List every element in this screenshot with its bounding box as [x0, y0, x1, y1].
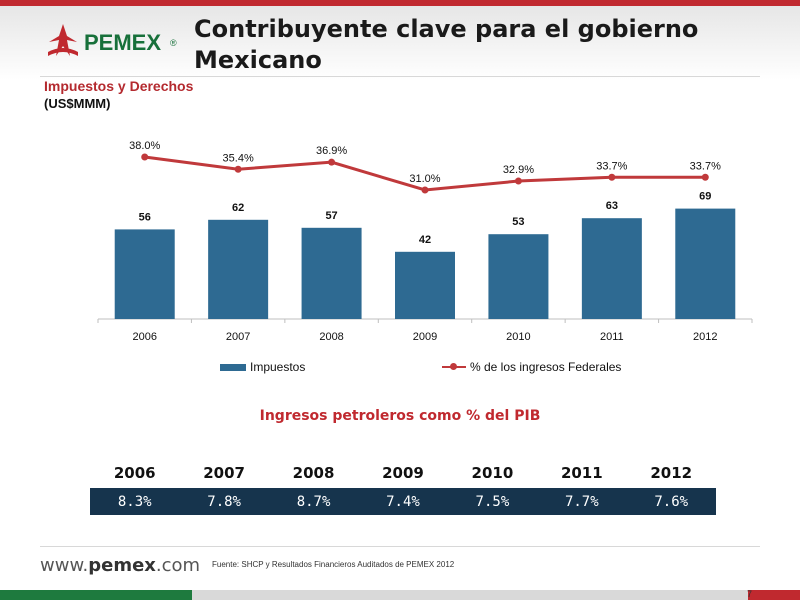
line-value-label-2010: 32.9%	[503, 164, 534, 176]
line-point-2009	[421, 186, 429, 194]
bar-2012	[675, 208, 736, 319]
x-tick-label-2009: 2009	[413, 331, 437, 343]
bar-value-label-2006: 56	[139, 211, 151, 223]
line-value-label-2011: 33.7%	[596, 160, 627, 172]
bar-value-label-2012: 69	[699, 191, 711, 203]
bottom-band	[0, 590, 800, 600]
legend-line-swatch	[442, 363, 466, 370]
bar-2010	[488, 234, 549, 319]
pib-year: 2012	[650, 464, 693, 482]
bar-value-label-2007: 62	[232, 202, 244, 214]
pemex-logo: PEMEX ®	[44, 22, 184, 64]
legend-label-ingresos: % de los ingresos Federales	[470, 360, 622, 374]
header-background	[0, 6, 800, 80]
bar-value-label-2010: 53	[512, 216, 524, 228]
line-point-2007	[234, 165, 242, 173]
source-note: Fuente: SHCP y Resultados Financieros Au…	[212, 560, 455, 569]
bar-2007	[208, 219, 269, 319]
website-prefix: www.	[40, 555, 89, 576]
line-point-2012	[701, 173, 709, 181]
line-point-2008	[328, 158, 336, 166]
title-divider	[40, 76, 760, 77]
website-link[interactable]: www.pemex.com	[40, 555, 200, 576]
pib-year: 2008	[292, 464, 335, 482]
pib-year: 2009	[382, 464, 424, 482]
line-point-2006	[141, 153, 149, 161]
chart-units: (US$MMM)	[44, 96, 111, 111]
bottom-band-green	[0, 590, 192, 600]
x-tick-label-2012: 2012	[693, 331, 717, 343]
pib-value: 7.7%	[564, 493, 599, 510]
line-value-label-2007: 35.4%	[223, 152, 254, 164]
bar-2009	[395, 251, 455, 319]
bar-2008	[301, 227, 362, 319]
bar-value-label-2009: 42	[419, 234, 431, 246]
line-value-label-2008: 36.9%	[316, 145, 347, 157]
pib-value: 8.3%	[117, 493, 152, 510]
line-value-label-2006: 38.0%	[129, 140, 160, 152]
x-tick-label-2011: 2011	[600, 331, 624, 343]
legend-item-ingresos: % de los ingresos Federales	[442, 360, 621, 374]
chart-labels: 56 2006 38.0% 62 2007 35.4% 57 2008 36.9% 42 2009 3…	[129, 140, 721, 343]
pib-value: 8.7%	[296, 493, 331, 510]
legend-label-impuestos: Impuestos	[250, 360, 306, 374]
pib-year-row: 2006 2007 2008 2009 2010 2011 2012	[90, 464, 716, 482]
legend-item-impuestos: Impuestos	[220, 360, 305, 374]
pib-year: 2010	[471, 464, 514, 482]
bar-2006	[114, 229, 175, 319]
page-number: 7	[746, 589, 752, 599]
footer-divider	[40, 546, 760, 547]
pib-value-row: 8.3% 7.8% 8.7% 7.4% 7.5% 7.7% 7.6%	[90, 488, 716, 515]
pib-year: 2007	[203, 464, 245, 482]
x-tick-label-2010: 2010	[506, 331, 530, 343]
legend-bar-swatch	[220, 363, 246, 371]
pib-value: 7.8%	[207, 493, 241, 510]
line-value-label-2012: 33.7%	[690, 160, 721, 172]
bar-value-label-2011: 63	[606, 200, 618, 212]
x-tick-label-2008: 2008	[319, 331, 343, 343]
bar-series	[97, 208, 753, 323]
line-value-label-2009: 31.0%	[409, 173, 440, 185]
chart-title: Impuestos y Derechos	[44, 78, 194, 94]
logo-registered-mark: ®	[170, 38, 177, 48]
bottom-band-grey	[192, 590, 748, 600]
taxes-chart: 56 2006 38.0% 62 2007 35.4% 57 2008 36.9% 42 2009 3…	[97, 140, 753, 343]
line-series	[141, 153, 709, 194]
slide-title: Contribuyente clave para el gobierno Mex…	[194, 15, 699, 74]
bar-value-label-2008: 57	[325, 210, 337, 222]
pemex-eagle-icon	[48, 24, 78, 56]
line-point-2011	[608, 173, 616, 181]
top-accent-band	[0, 0, 800, 6]
pib-year: 2011	[560, 464, 603, 482]
pib-value: 7.5%	[475, 493, 510, 510]
pib-section-title: Ingresos petroleros como % del PIB	[259, 408, 541, 424]
logo-wordmark: PEMEX	[84, 30, 162, 55]
pib-value: 7.4%	[386, 493, 420, 510]
bar-2011	[581, 218, 642, 319]
x-tick-label-2007: 2007	[226, 331, 250, 343]
pib-value: 7.6%	[654, 493, 689, 510]
website-suffix: .com	[155, 555, 201, 576]
pib-year: 2006	[113, 464, 156, 482]
website-name: pemex	[88, 555, 156, 576]
bottom-band-red	[748, 590, 800, 600]
x-tick-label-2006: 2006	[132, 331, 156, 343]
line-point-2010	[514, 177, 522, 185]
